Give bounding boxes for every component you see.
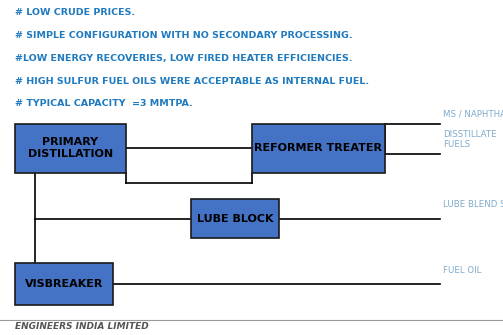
Text: LUBE BLEND STOCKS: LUBE BLEND STOCKS	[443, 200, 503, 209]
Text: FUEL OIL: FUEL OIL	[443, 266, 481, 275]
Text: # SIMPLE CONFIGURATION WITH NO SECONDARY PROCESSING.: # SIMPLE CONFIGURATION WITH NO SECONDARY…	[15, 31, 353, 40]
Text: VISBREAKER: VISBREAKER	[25, 279, 103, 289]
Text: PRIMARY
DISTILLATION: PRIMARY DISTILLATION	[28, 137, 113, 159]
Text: # TYPICAL CAPACITY  =3 MMTPA.: # TYPICAL CAPACITY =3 MMTPA.	[15, 99, 193, 109]
FancyBboxPatch shape	[15, 263, 113, 305]
Text: # LOW CRUDE PRICES.: # LOW CRUDE PRICES.	[15, 8, 135, 17]
Text: ENGINEERS INDIA LIMITED: ENGINEERS INDIA LIMITED	[15, 322, 149, 331]
Text: MS / NAPHTHA: MS / NAPHTHA	[443, 110, 503, 119]
Text: # HIGH SULFUR FUEL OILS WERE ACCEPTABLE AS INTERNAL FUEL.: # HIGH SULFUR FUEL OILS WERE ACCEPTABLE …	[15, 77, 369, 86]
FancyBboxPatch shape	[15, 124, 126, 173]
Text: DISSTILLATE
FUELS: DISSTILLATE FUELS	[443, 130, 496, 149]
FancyBboxPatch shape	[191, 199, 279, 238]
Text: LUBE BLOCK: LUBE BLOCK	[197, 214, 274, 223]
FancyBboxPatch shape	[252, 124, 385, 173]
Text: #LOW ENERGY RECOVERIES, LOW FIRED HEATER EFFICIENCIES.: #LOW ENERGY RECOVERIES, LOW FIRED HEATER…	[15, 54, 353, 63]
Text: REFORMER TREATER: REFORMER TREATER	[254, 143, 382, 153]
